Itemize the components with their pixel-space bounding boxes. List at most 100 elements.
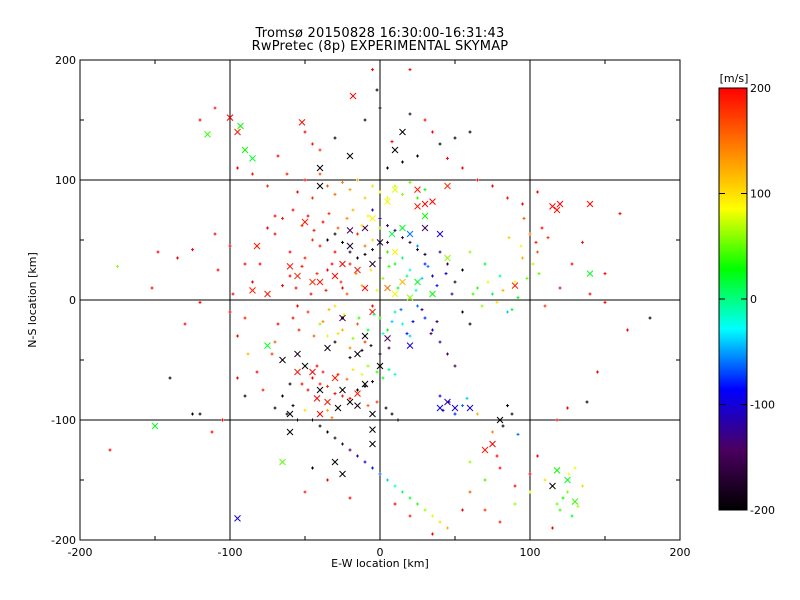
data-point-plus <box>468 490 472 494</box>
data-point-cross <box>481 446 489 454</box>
data-point-plus <box>585 400 589 404</box>
data-point-plus <box>285 412 289 416</box>
data-point-plus <box>498 274 502 278</box>
data-point-cross <box>466 404 474 412</box>
data-point-plus <box>363 384 367 388</box>
data-point-cross <box>253 242 261 250</box>
x-tick-label: -100 <box>218 546 243 559</box>
colorbar-tick-label: 200 <box>750 82 771 95</box>
data-point-cross <box>339 260 346 268</box>
data-point-cross <box>151 422 159 430</box>
data-point-cross <box>414 278 421 286</box>
data-point-cross <box>429 198 436 205</box>
data-point-cross <box>391 146 399 154</box>
data-point-cross <box>354 350 361 358</box>
y-tick-labels: -200 -100 0 100 200 <box>51 54 680 547</box>
data-point-cross <box>376 239 384 246</box>
data-point-plus <box>198 412 202 416</box>
data-point-cross <box>298 119 306 126</box>
data-point-plus <box>540 226 544 230</box>
data-point-plus <box>431 328 434 332</box>
data-point-plus <box>311 196 314 200</box>
data-point-cross <box>406 342 414 349</box>
data-point-cross <box>376 362 384 370</box>
data-point-plus <box>483 262 487 266</box>
data-point-plus <box>423 188 427 192</box>
data-point-plus <box>408 112 412 116</box>
y-tick-label: -200 <box>51 534 76 547</box>
data-point-plus <box>330 262 334 266</box>
data-point-cross <box>556 200 564 208</box>
data-point-plus <box>408 68 412 72</box>
data-point-cross <box>349 92 357 100</box>
data-point-plus <box>401 192 404 196</box>
data-point-plus <box>311 238 314 242</box>
data-point-plus <box>618 212 622 216</box>
data-point-plus <box>216 268 220 272</box>
data-point-plus <box>291 316 295 320</box>
data-point-plus <box>393 502 397 506</box>
data-point-plus <box>558 286 562 290</box>
data-point-plus <box>438 394 442 398</box>
data-point-plus <box>471 292 475 296</box>
data-point-cross <box>388 230 396 238</box>
data-point-plus <box>476 178 479 182</box>
y-axis-label: N-S location [km] <box>26 252 39 348</box>
data-point-plus <box>318 244 322 248</box>
data-point-plus <box>348 356 352 360</box>
data-point-plus <box>348 346 352 350</box>
data-point-plus <box>435 320 439 324</box>
data-point-cross <box>339 470 346 478</box>
data-point-plus <box>266 184 269 188</box>
data-point-plus <box>386 478 389 482</box>
data-point-plus <box>348 396 352 400</box>
data-point-plus <box>363 244 367 248</box>
data-point-plus <box>528 490 532 494</box>
data-point-plus <box>258 262 262 266</box>
data-point-plus <box>246 352 250 356</box>
data-point-plus <box>396 286 400 290</box>
data-point-plus <box>558 508 562 512</box>
data-point-plus <box>393 372 397 376</box>
data-point-plus <box>510 412 514 416</box>
data-point-plus <box>501 424 505 428</box>
data-point-plus <box>321 320 325 324</box>
data-point-plus <box>461 166 464 170</box>
data-point-plus <box>491 292 494 296</box>
data-point-plus <box>408 180 412 184</box>
data-point-plus <box>431 532 434 536</box>
data-point-plus <box>333 304 337 308</box>
data-point-cross <box>421 224 429 232</box>
data-point-plus <box>191 412 194 416</box>
data-point-plus <box>375 88 379 92</box>
x-tick-label: -200 <box>68 546 93 559</box>
data-point-plus <box>516 296 520 300</box>
data-point-plus <box>303 490 307 494</box>
data-point-plus <box>116 264 119 268</box>
data-point-cross <box>384 284 391 292</box>
data-point-plus <box>416 244 419 248</box>
y-tick-label: 200 <box>55 54 76 67</box>
data-point-cross <box>286 263 294 270</box>
colorbar-tick-labels: 200 100 0 -100 -200 <box>719 82 775 517</box>
data-point-plus <box>423 262 427 266</box>
data-point-plus <box>506 310 509 314</box>
data-point-plus <box>536 190 539 194</box>
data-point-cross <box>496 416 504 424</box>
data-point-plus <box>393 484 397 488</box>
data-point-plus <box>438 340 442 344</box>
data-point-plus <box>476 412 479 416</box>
colorbar-tick-label: 0 <box>750 293 757 306</box>
data-point-plus <box>401 322 404 326</box>
data-point-plus <box>342 312 346 316</box>
data-point-plus <box>311 466 314 470</box>
data-point-cross <box>313 395 321 402</box>
data-point-plus <box>423 316 427 320</box>
data-point-cross <box>294 350 301 358</box>
data-point-plus <box>318 172 322 176</box>
data-point-cross <box>279 458 286 466</box>
data-point-plus <box>210 430 214 434</box>
data-point-cross <box>489 440 496 448</box>
data-point-plus <box>378 226 382 230</box>
data-point-plus <box>333 250 337 254</box>
